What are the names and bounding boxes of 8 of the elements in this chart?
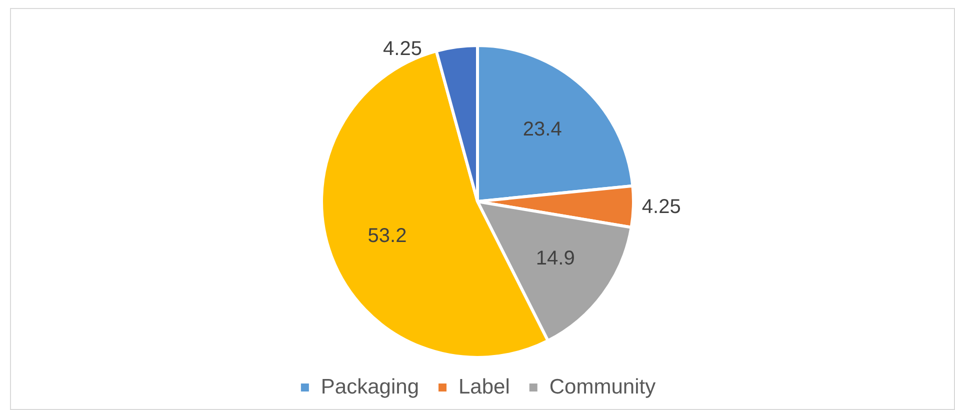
legend-label: Label (458, 375, 510, 398)
legend-label: Packaging (320, 375, 420, 398)
data-label: 14.9 (536, 247, 575, 270)
data-label: 53.2 (368, 224, 407, 247)
data-label: 4.25 (383, 38, 422, 60)
legend-label: Community (549, 375, 656, 398)
data-label: 4.25 (642, 196, 681, 218)
data-label: 23.4 (522, 118, 562, 140)
